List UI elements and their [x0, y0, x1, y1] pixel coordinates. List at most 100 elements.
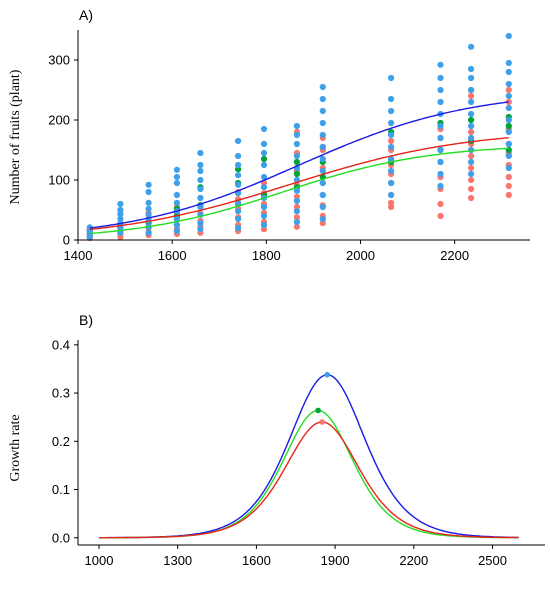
panel-a-point-s2-41 [235, 208, 242, 215]
panel-a-point-s2-61 [293, 197, 300, 205]
panel-a-point-s2-109 [468, 86, 475, 94]
panel-a-scatter-plot: A) Number of fruits (plant) 0 100 200 300 14… [8, 7, 530, 263]
panel-a-point-s2-116 [505, 128, 512, 136]
panel-a-y-tick-label-300: 300 [48, 53, 70, 68]
panel-a-point-s2-77 [319, 119, 326, 127]
panel-a-point-s2-101 [437, 61, 444, 68]
panel-a-point-s2-39 [235, 224, 242, 232]
panel-a-point-s2-73 [319, 167, 326, 175]
panel-a-point-s0-71 [468, 194, 475, 202]
panel-a-point-s2-45 [235, 172, 242, 179]
panel-b-y-tick-label-1: 0.1 [52, 482, 70, 497]
panel-b-y-tick-label-2: 0.2 [52, 434, 70, 449]
panel-a-point-s2-80 [319, 83, 326, 91]
panel-a-point-s0-78 [468, 92, 475, 100]
panel-a-point-s2-114 [505, 152, 512, 160]
panel-b-axes: 0.0 0.1 0.2 0.3 0.4 1000 1300 1600 1900 2200 2500 [52, 337, 545, 568]
panel-b-x-tick-label-1300: 1300 [163, 553, 192, 568]
panel-a-x-tick-label-2000: 2000 [346, 248, 375, 263]
panel-a-point-s2-48 [235, 137, 242, 145]
panel-a-point-s2-85 [388, 143, 395, 151]
panel-a-point-s0-77 [468, 128, 475, 136]
panel-a-point-s0-39 [293, 223, 300, 230]
panel-a-point-s2-54 [260, 173, 268, 181]
panel-a-point-s2-98 [437, 98, 444, 106]
panel-b-peak-marker-0 [324, 371, 331, 378]
panel-a-point-s0-81 [505, 173, 512, 181]
panel-a-point-s2-100 [437, 74, 444, 82]
panel-a-point-s2-120 [505, 80, 512, 88]
panel-a-point-s0-79 [505, 191, 512, 199]
panel-b-growth-curves [99, 371, 519, 539]
panel-a-curve-0 [89, 101, 509, 229]
panel-a-point-s2-18 [145, 188, 152, 196]
panel-a-x-tick-label-2200: 2200 [440, 248, 469, 263]
panel-b-peak-marker-1 [315, 407, 321, 414]
panel-a-point-s0-72 [468, 185, 475, 193]
panel-a-points [86, 32, 512, 242]
panel-a-y-tick-label-100: 100 [48, 173, 70, 188]
panel-a-point-s2-44 [235, 181, 242, 188]
panel-a-point-s2-107 [468, 110, 475, 118]
panel-a-point-s0-80 [505, 182, 512, 190]
panel-a-point-s2-25 [173, 191, 180, 199]
panel-a-point-s2-15 [145, 211, 152, 218]
panel-a-point-s2-82 [388, 179, 395, 187]
panel-a-point-s2-106 [468, 122, 475, 130]
panel-a-point-s0-73 [468, 176, 475, 184]
panel-a-point-s2-119 [505, 92, 512, 100]
panel-a-point-s0-74 [468, 164, 475, 172]
panel-b-y-tick-label-4: 0.4 [52, 337, 70, 352]
panel-a-point-s0-62 [388, 137, 395, 145]
panel-a-point-s2-123 [505, 32, 512, 40]
panel-a-point-s2-17 [145, 199, 152, 206]
panel-a-point-s2-70 [319, 203, 326, 211]
panel-a-point-s1-11 [260, 155, 268, 163]
panel-a-x-tick-label-1800: 1800 [252, 248, 281, 263]
panel-b-peak-marker-2 [319, 419, 325, 425]
panel-a-point-s2-118 [505, 104, 512, 112]
panel-a-curve-2 [89, 147, 509, 235]
panel-a-point-s2-104 [468, 146, 475, 154]
panel-a-point-s2-66 [293, 140, 300, 148]
panel-a-point-s2-53 [260, 184, 268, 191]
panel-a-point-s2-30 [197, 220, 204, 227]
panel-a-point-s2-79 [319, 95, 326, 103]
panel-a-point-s0-87 [505, 86, 512, 94]
panel-a-point-s2-8 [117, 215, 124, 223]
panel-a-y-axis-title: Number of fruits (plant) [8, 69, 23, 204]
panel-a-point-s2-111 [468, 65, 475, 73]
panel-a-fitted-curves [89, 101, 509, 235]
panel-a-point-s2-89 [388, 95, 395, 103]
panel-a-point-s2-68 [293, 122, 300, 130]
panel-a-point-s2-56 [260, 149, 268, 157]
panel-a-point-s2-103 [468, 158, 475, 166]
panel-b-x-tick-label-1900: 1900 [321, 553, 350, 568]
panel-a-point-s2-72 [319, 179, 326, 187]
panel-b-x-tick-label-2200: 2200 [399, 553, 428, 568]
panel-a-point-s2-47 [235, 152, 242, 160]
panel-a-point-s2-37 [197, 161, 204, 169]
panel-a-point-s2-10 [117, 206, 124, 214]
panel-a-label: A) [79, 7, 93, 23]
panel-a-point-s2-33 [197, 194, 204, 202]
panel-a-point-s2-21 [173, 221, 180, 229]
panel-a-point-s2-102 [468, 170, 475, 178]
panel-b-x-tick-label-1600: 1600 [242, 553, 271, 568]
panel-a-point-s2-113 [505, 164, 512, 172]
panel-a-point-s1-14 [293, 158, 300, 166]
panel-a-point-s2-46 [235, 161, 242, 169]
panel-b-y-tick-label-3: 0.3 [52, 386, 70, 401]
panel-b-x-tick-label-1000: 1000 [85, 553, 114, 568]
panel-a-point-s2-90 [388, 74, 395, 82]
panel-b-label: B) [79, 312, 93, 328]
panel-a-point-s2-69 [319, 215, 326, 223]
panel-a-point-s2-60 [293, 208, 300, 215]
panel-a-point-s2-71 [319, 191, 326, 199]
panel-a-point-s2-115 [505, 140, 512, 148]
panel-a-point-s2-16 [145, 205, 152, 212]
panel-a-point-s2-38 [197, 149, 204, 157]
panel-a-point-s2-28 [173, 166, 180, 173]
panel-b-y-tick-label-0: 0.0 [52, 530, 70, 545]
